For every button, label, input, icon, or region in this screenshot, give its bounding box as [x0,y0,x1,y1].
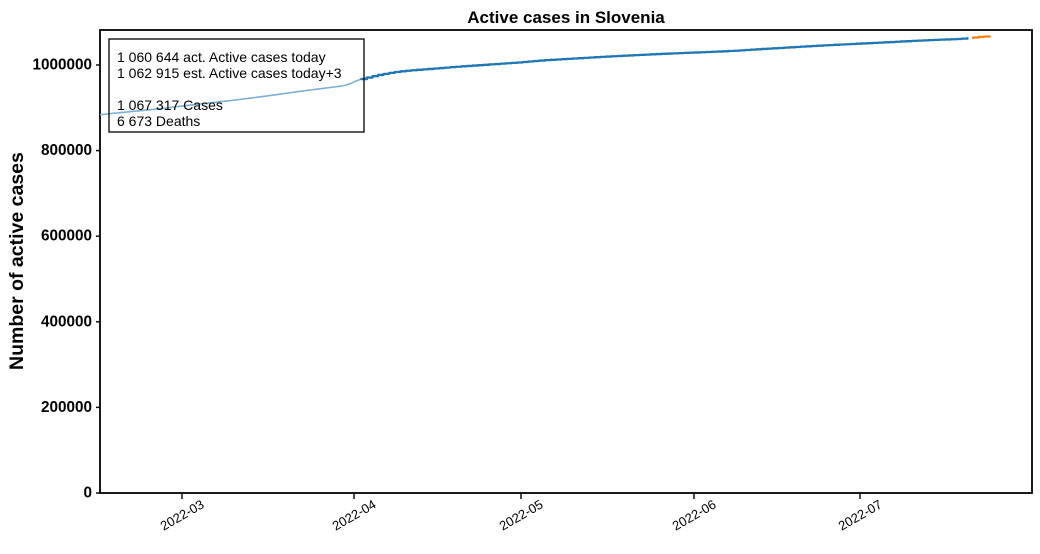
svg-text:200000: 200000 [41,399,92,416]
svg-text:600000: 600000 [41,228,92,245]
svg-text:0: 0 [83,485,92,502]
svg-text:400000: 400000 [41,313,92,330]
svg-text:800000: 800000 [41,142,92,159]
svg-text:2022-05: 2022-05 [497,497,546,534]
svg-text:2022-04: 2022-04 [330,497,379,534]
svg-text:2022-06: 2022-06 [670,497,719,534]
svg-text:1000000: 1000000 [32,57,92,74]
svg-text:2022-07: 2022-07 [836,497,885,534]
svg-text:2022-03: 2022-03 [158,497,207,534]
